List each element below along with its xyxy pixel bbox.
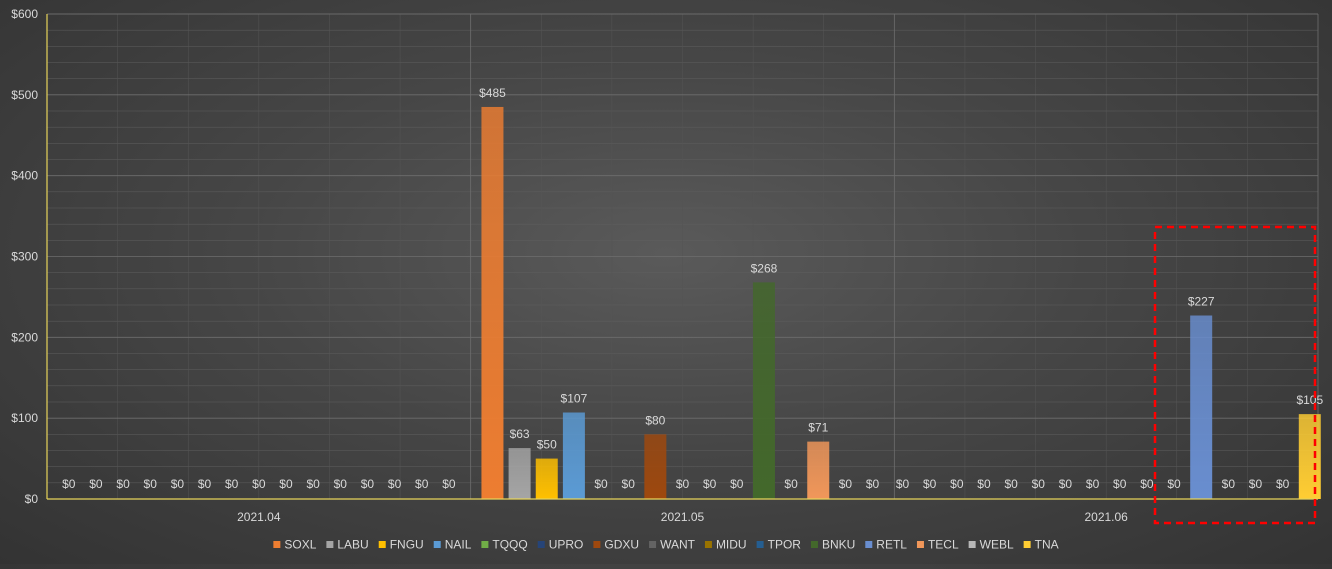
data-label: $0: [923, 477, 937, 491]
legend-swatch: [537, 541, 545, 548]
data-label: $0: [1086, 477, 1100, 491]
legend-swatch: [865, 541, 873, 548]
legend-label: FNGU: [390, 538, 424, 552]
legend-label: TPOR: [768, 538, 802, 552]
data-label: $71: [808, 421, 828, 435]
legend-swatch: [704, 541, 712, 548]
legend-label: WEBL: [980, 538, 1014, 552]
data-label: $0: [89, 477, 103, 491]
data-label: $105: [1296, 393, 1323, 407]
legend-swatch: [326, 541, 334, 548]
data-label: $0: [116, 477, 130, 491]
legend-label: RETL: [876, 538, 907, 552]
legend-label: UPRO: [549, 538, 584, 552]
x-tick-label: 2021.04: [237, 510, 281, 524]
data-label: $0: [1222, 477, 1236, 491]
legend-swatch: [916, 541, 924, 548]
data-label: $0: [1004, 477, 1018, 491]
data-label: $0: [866, 477, 880, 491]
data-label: $63: [510, 427, 530, 441]
bar: [807, 441, 830, 499]
legend-swatch: [649, 541, 657, 548]
y-tick-label: $100: [11, 411, 38, 425]
legend-label: SOXL: [284, 538, 316, 552]
data-label: $0: [594, 477, 608, 491]
bar: [535, 458, 558, 499]
y-tick-label: $200: [11, 330, 38, 344]
data-label: $0: [784, 477, 798, 491]
legend-label: TQQQ: [492, 538, 527, 552]
data-label: $0: [896, 477, 910, 491]
bar: [481, 106, 504, 499]
bar: [562, 412, 585, 499]
x-tick-label: 2021.06: [1084, 510, 1128, 524]
data-label: $0: [622, 477, 636, 491]
data-label: $0: [442, 477, 456, 491]
data-label: $50: [537, 438, 557, 452]
data-label: $0: [703, 477, 717, 491]
legend-swatch: [273, 541, 281, 548]
data-label: $0: [144, 477, 158, 491]
data-label: $0: [1113, 477, 1127, 491]
bar: [1298, 414, 1321, 499]
legend-label: BNKU: [822, 538, 855, 552]
legend-label: LABU: [337, 538, 368, 552]
legend-swatch: [433, 541, 441, 548]
y-tick-label: $600: [11, 7, 38, 21]
y-tick-label: $300: [11, 250, 38, 264]
legend-label: GDXU: [604, 538, 639, 552]
data-label: $0: [198, 477, 212, 491]
data-label: $107: [561, 392, 588, 406]
legend-swatch: [481, 541, 489, 548]
data-label: $0: [676, 477, 690, 491]
data-label: $0: [306, 477, 320, 491]
legend-label: MIDU: [716, 538, 747, 552]
bar: [752, 282, 775, 499]
legend-label: TNA: [1035, 538, 1059, 552]
data-label: $0: [977, 477, 991, 491]
data-label: $0: [171, 477, 185, 491]
data-label: $0: [950, 477, 964, 491]
data-label: $0: [730, 477, 744, 491]
data-label: $0: [1249, 477, 1263, 491]
data-label: $0: [388, 477, 402, 491]
data-label: $0: [415, 477, 429, 491]
legend-swatch: [1023, 541, 1031, 548]
legend-swatch: [593, 541, 601, 548]
data-label: $485: [479, 86, 506, 100]
data-label: $0: [361, 477, 375, 491]
data-label: $0: [225, 477, 239, 491]
data-label: $0: [1276, 477, 1290, 491]
legend-swatch: [968, 541, 976, 548]
x-tick-label: 2021.05: [661, 510, 705, 524]
data-label: $0: [1140, 477, 1154, 491]
y-tick-label: $400: [11, 169, 38, 183]
bar: [1190, 315, 1213, 499]
data-label: $0: [839, 477, 853, 491]
legend-swatch: [756, 541, 764, 548]
legend-swatch: [378, 541, 386, 548]
data-label: $0: [1032, 477, 1046, 491]
legend-label: WANT: [660, 538, 696, 552]
legend-swatch: [810, 541, 818, 548]
data-label: $0: [334, 477, 348, 491]
data-label: $0: [252, 477, 266, 491]
bar: [644, 434, 667, 499]
data-label: $227: [1188, 295, 1215, 309]
legend-label: TECL: [928, 538, 959, 552]
y-tick-label: $500: [11, 88, 38, 102]
data-label: $268: [751, 261, 778, 275]
bar: [508, 448, 531, 499]
y-tick-label: $0: [25, 492, 39, 506]
data-label: $0: [1059, 477, 1073, 491]
data-label: $0: [1167, 477, 1181, 491]
legend-label: NAIL: [445, 538, 472, 552]
data-label: $0: [62, 477, 76, 491]
data-label: $80: [645, 413, 665, 427]
data-label: $0: [279, 477, 293, 491]
